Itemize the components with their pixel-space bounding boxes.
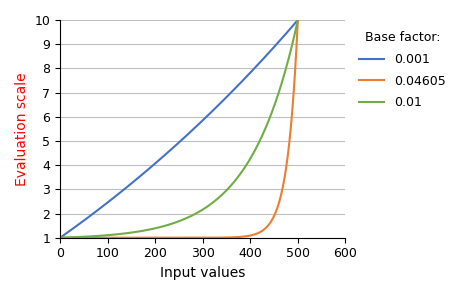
0.01 (288, 48, 294, 52)
0.001 (167, 149, 172, 153)
0.04605 (70, 236, 75, 240)
0.04605 (57, 236, 63, 240)
0.001 (288, 26, 294, 30)
0.001 (70, 227, 75, 231)
0.001 (173, 144, 178, 147)
0.001 (295, 18, 301, 22)
0.01 (173, 221, 178, 224)
0.04605 (167, 236, 172, 240)
Legend: 0.001, 0.04605, 0.01: 0.001, 0.04605, 0.01 (354, 26, 451, 114)
0.001 (245, 74, 250, 78)
0.01 (295, 18, 301, 22)
0.01 (57, 236, 63, 240)
0.04605 (245, 234, 250, 238)
Line: 0.01: 0.01 (60, 20, 298, 238)
Line: 0.04605: 0.04605 (60, 20, 298, 238)
X-axis label: Input values: Input values (160, 266, 246, 280)
0.001 (288, 26, 294, 30)
0.01 (70, 235, 75, 239)
0.001 (57, 236, 63, 240)
0.04605 (173, 236, 178, 240)
Line: 0.001: 0.001 (60, 20, 298, 238)
0.01 (167, 223, 172, 226)
Y-axis label: Evaluation scale: Evaluation scale (15, 72, 29, 186)
0.04605 (295, 18, 301, 22)
0.01 (288, 48, 294, 51)
0.04605 (288, 126, 294, 129)
0.01 (245, 162, 250, 165)
0.04605 (288, 124, 294, 128)
